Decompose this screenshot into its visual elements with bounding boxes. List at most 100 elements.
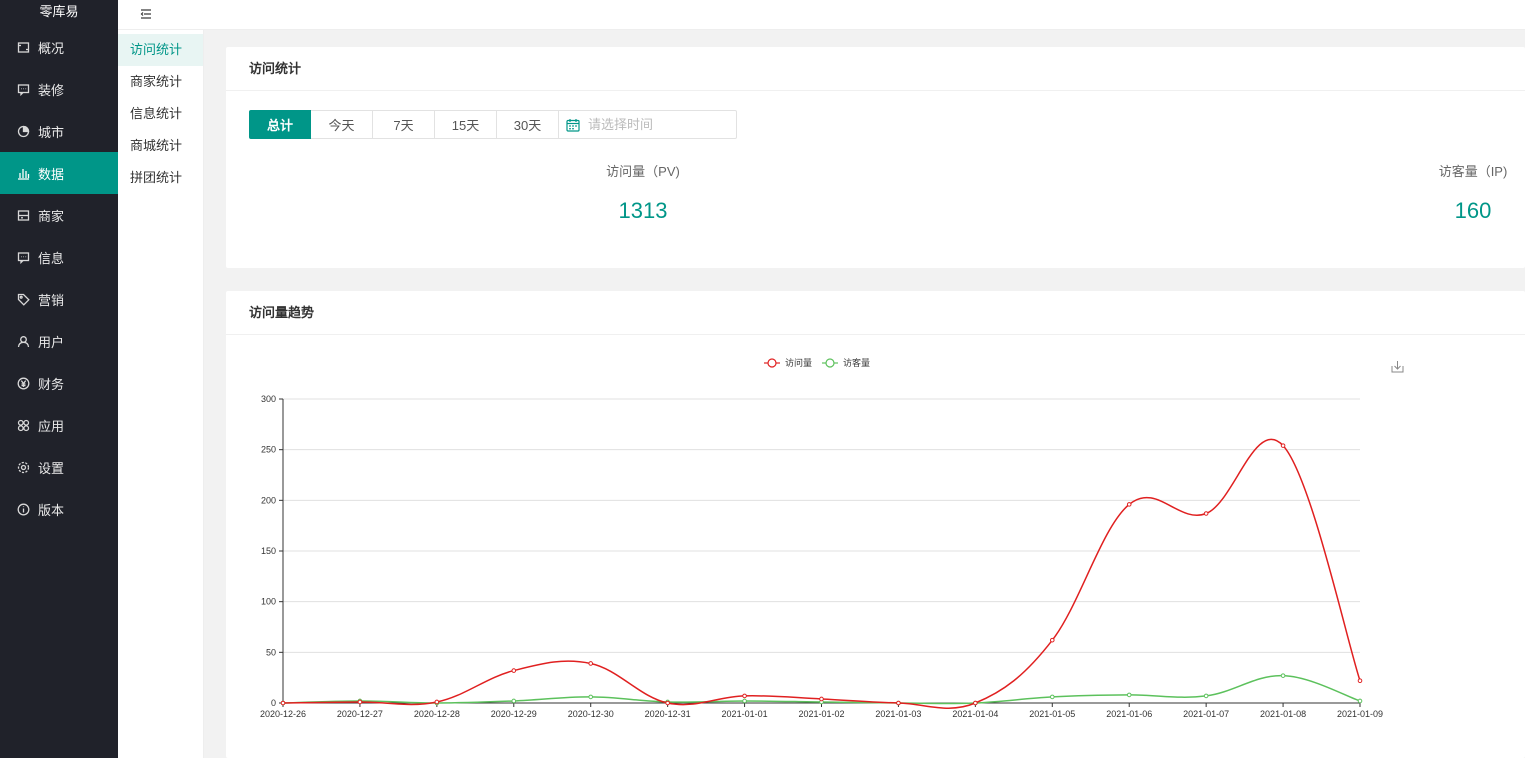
sidebar-item-2[interactable]: 城市 xyxy=(0,110,118,152)
x-tick-label: 2020-12-26 xyxy=(260,709,306,719)
x-tick-label: 2021-01-04 xyxy=(952,709,998,719)
data-point xyxy=(511,698,517,704)
subnav-item-4[interactable]: 拼团统计 xyxy=(130,170,183,185)
legend-label: 访客量 xyxy=(843,357,870,368)
ip-label: 访客量（IP) xyxy=(1438,164,1508,179)
sidebar-item-9[interactable]: 应用 xyxy=(0,404,118,446)
sidebar-nav: 概况装修城市数据商家信息营销用户财务应用设置版本 xyxy=(0,26,118,530)
data-point xyxy=(511,668,517,673)
x-tick-label: 2021-01-07 xyxy=(1183,709,1229,719)
bar-chart-icon xyxy=(16,166,30,180)
ip-stat: 访客量（IP) 160 xyxy=(1406,161,1525,224)
data-point xyxy=(1357,698,1363,704)
sidebar-item-label: 应用 xyxy=(38,418,65,434)
date-range-input[interactable] xyxy=(588,117,728,132)
time-filter-group: 总计 今天 7天 15天 30天 xyxy=(249,110,737,139)
data-point xyxy=(742,698,747,704)
y-tick-label: 300 xyxy=(261,394,276,404)
user-icon xyxy=(16,334,30,348)
sidebar-item-6[interactable]: 营销 xyxy=(0,278,118,320)
data-point xyxy=(742,693,747,699)
y-tick-label: 200 xyxy=(261,495,276,505)
legend-label: 访问量 xyxy=(785,357,812,368)
filter-15days-button[interactable]: 15天 xyxy=(435,110,497,139)
data-point xyxy=(819,696,824,702)
sidebar-item-label: 商家 xyxy=(38,208,65,224)
data-point xyxy=(1280,673,1286,678)
filter-7days-button[interactable]: 7天 xyxy=(373,110,435,139)
target-icon xyxy=(16,124,30,138)
data-point xyxy=(1049,637,1055,643)
data-point xyxy=(1280,443,1286,448)
sidebar-item-11[interactable]: 版本 xyxy=(0,488,118,530)
subnav-item-3[interactable]: 商城统计 xyxy=(130,138,183,153)
dashboard-icon xyxy=(16,40,30,54)
sidebar-item-0[interactable]: 概况 xyxy=(0,26,118,68)
x-tick-label: 2020-12-31 xyxy=(645,709,691,719)
sidebar-item-label: 用户 xyxy=(38,334,65,350)
sidebar-item-label: 信息 xyxy=(38,250,65,266)
pv-label: 访问量（PV) xyxy=(606,164,680,179)
visit-trend-card: 访问量趋势 0 50 100 150 200 250 300 2020-12-26 2020-1… xyxy=(226,291,1525,758)
sidebar-item-label: 城市 xyxy=(38,124,65,140)
info-icon xyxy=(16,502,30,516)
pv-value: 1313 xyxy=(618,198,668,223)
x-tick-label: 2021-01-01 xyxy=(722,709,768,719)
x-tick-label: 2020-12-28 xyxy=(414,709,460,719)
x-tick-label: 2020-12-30 xyxy=(568,709,614,719)
data-point xyxy=(1126,502,1132,507)
pv-stat: 访问量（PV) 1313 xyxy=(576,161,710,224)
tag-icon xyxy=(16,292,30,306)
message-icon xyxy=(16,82,30,96)
app-logo: 零库易 xyxy=(39,4,79,19)
sidebar-item-5[interactable]: 信息 xyxy=(0,236,118,278)
data-point xyxy=(280,700,286,706)
sidebar-item-label: 设置 xyxy=(38,460,65,476)
sidebar-item-10[interactable]: 设置 xyxy=(0,446,118,488)
sidebar-item-label: 数据 xyxy=(38,166,65,182)
menu-toggle-icon[interactable] xyxy=(140,8,152,20)
y-tick-label: 100 xyxy=(261,597,276,607)
data-point xyxy=(588,694,594,700)
sub-nav: 访问统计商家统计信息统计商城统计拼团统计 xyxy=(118,30,204,758)
sidebar-item-3[interactable]: 数据 xyxy=(0,152,118,194)
data-point xyxy=(1203,511,1209,516)
sidebar-item-4[interactable]: 商家 xyxy=(0,194,118,236)
apps-icon xyxy=(16,418,30,432)
sidebar: 零库易 概况装修城市数据商家信息营销用户财务应用设置版本 xyxy=(0,0,118,758)
data-point xyxy=(588,661,594,666)
topbar xyxy=(118,0,1525,30)
filter-total-button[interactable]: 总计 xyxy=(249,110,311,139)
panel-icon xyxy=(16,208,30,222)
ip-value: 160 xyxy=(1454,198,1492,223)
sidebar-item-1[interactable]: 装修 xyxy=(0,68,118,110)
sidebar-item-label: 版本 xyxy=(38,502,65,518)
sidebar-item-label: 装修 xyxy=(38,82,65,98)
data-point xyxy=(1126,692,1132,698)
subnav-item-2[interactable]: 信息统计 xyxy=(130,106,183,121)
y-tick-label: 150 xyxy=(261,546,276,556)
subnav-item-0[interactable]: 访问统计 xyxy=(118,34,203,66)
filter-today-button[interactable]: 今天 xyxy=(311,110,373,139)
card-title: 访问量趋势 xyxy=(226,291,1525,335)
y-tick-label: 250 xyxy=(261,445,276,455)
y-tick-label: 50 xyxy=(266,647,276,657)
download-icon[interactable] xyxy=(1391,361,1404,373)
date-picker[interactable] xyxy=(559,110,737,139)
x-tick-label: 2021-01-06 xyxy=(1106,709,1152,719)
data-point xyxy=(973,700,978,706)
legend-marker xyxy=(767,358,777,368)
sidebar-item-7[interactable]: 用户 xyxy=(0,320,118,362)
subnav-item-1[interactable]: 商家统计 xyxy=(130,74,183,89)
sidebar-item-8[interactable]: 财务 xyxy=(0,362,118,404)
filter-30days-button[interactable]: 30天 xyxy=(497,110,559,139)
x-tick-label: 2021-01-03 xyxy=(875,709,921,719)
data-point xyxy=(1357,678,1363,684)
card-title: 访问统计 xyxy=(226,47,1525,91)
x-tick-label: 2020-12-27 xyxy=(337,709,383,719)
data-point xyxy=(434,699,440,705)
series-line-0 xyxy=(282,438,1361,709)
gear-icon xyxy=(16,460,30,474)
x-tick-label: 2021-01-09 xyxy=(1337,709,1383,719)
data-point xyxy=(665,700,670,706)
